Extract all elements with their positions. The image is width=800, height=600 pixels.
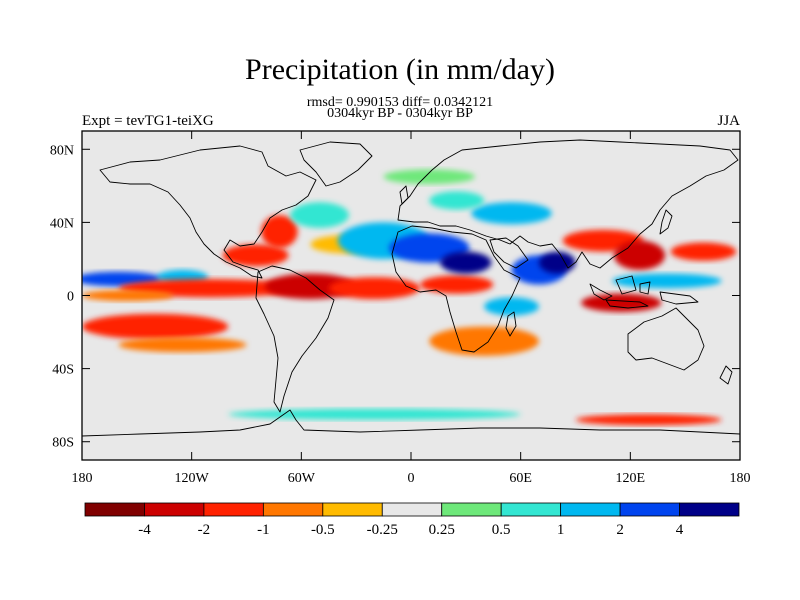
- chart-title: Precipitation (in mm/day): [245, 53, 555, 86]
- precip-anomaly-region: [613, 240, 666, 270]
- x-tick-label: 60W: [288, 471, 316, 486]
- precip-anomaly-region: [420, 275, 494, 294]
- colorbar-label: -0.5: [311, 522, 335, 538]
- colorbar-swatch: [84, 502, 145, 517]
- colorbar-label: -1: [257, 522, 270, 538]
- precip-anomaly-region: [82, 313, 229, 340]
- precip-anomaly-region: [575, 414, 722, 426]
- x-tick-label: 120W: [175, 471, 210, 486]
- colorbar-label: 4: [676, 522, 684, 538]
- season-label: JJA: [717, 113, 740, 129]
- colorbar-swatch: [560, 502, 621, 517]
- precip-anomaly-region: [612, 273, 722, 289]
- chart-subtitle-stats: rmsd= 0.990153 diff= 0.0342121: [306, 95, 494, 110]
- colorbar-swatch: [203, 502, 264, 517]
- colorbar-label: -4: [138, 522, 151, 538]
- y-tick-label: 40N: [50, 216, 74, 231]
- precip-anomaly-region: [440, 251, 492, 274]
- precip-anomaly-region: [261, 215, 298, 248]
- precip-anomaly-region: [429, 326, 539, 356]
- colorbar-swatch: [144, 502, 205, 517]
- colorbar-swatch: [262, 502, 324, 517]
- colorbar-label: 0.5: [492, 522, 511, 538]
- colorbar-label: 1: [557, 522, 565, 538]
- x-tick-label: 180: [72, 471, 93, 486]
- y-tick-label: 80S: [52, 436, 74, 451]
- precip-anomaly-region: [228, 408, 521, 420]
- colorbar-swatch: [679, 502, 740, 517]
- x-tick-label: 0: [408, 471, 415, 486]
- y-tick-label: 0: [67, 290, 74, 305]
- precip-anomaly-region: [484, 297, 539, 316]
- precip-anomaly-region: [222, 244, 289, 267]
- precip-anomaly-region: [82, 290, 174, 301]
- y-tick-label: 80N: [50, 143, 74, 158]
- colorbar-swatch: [322, 502, 383, 517]
- colorbar-label: 0.25: [429, 522, 455, 538]
- chart-subtitle-periods: 0304kyr BP - 0304kyr BP: [327, 106, 473, 121]
- colorbar-swatch: [619, 502, 680, 517]
- precip-anomaly-region: [328, 277, 421, 300]
- y-tick-label: 40S: [52, 363, 74, 378]
- colorbar-swatch: [381, 502, 443, 517]
- precip-anomaly-region: [290, 202, 349, 228]
- precip-anomaly-region: [429, 191, 485, 210]
- precip-anomaly-region: [471, 202, 552, 225]
- precip-anomaly-region: [538, 251, 576, 274]
- colorbar-label: -0.25: [367, 522, 398, 538]
- x-tick-label: 120E: [616, 471, 646, 486]
- colorbar-swatch: [441, 502, 502, 517]
- precip-anomaly-region: [118, 337, 247, 353]
- precip-anomaly-region: [383, 169, 475, 185]
- colorbar-label: 2: [616, 522, 624, 538]
- experiment-label: Expt = tevTG1-teiXG: [82, 113, 214, 129]
- precip-anomaly-region: [670, 242, 737, 261]
- colorbar-swatch: [500, 502, 562, 517]
- x-tick-label: 60E: [509, 471, 532, 486]
- colorbar-label: -2: [198, 522, 211, 538]
- x-tick-label: 180: [730, 471, 751, 486]
- precip-anomaly-region: [580, 293, 662, 312]
- coastlines: [82, 139, 740, 437]
